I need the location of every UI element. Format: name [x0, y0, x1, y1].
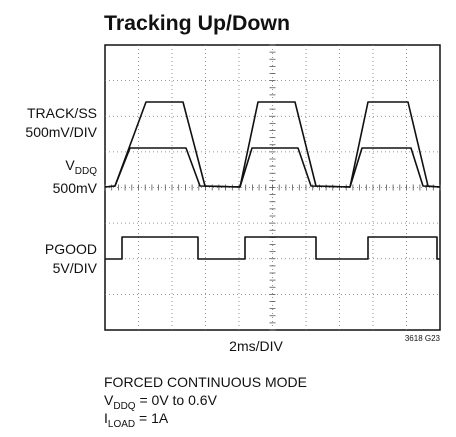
- pgood-label: PGOOD: [45, 241, 97, 257]
- vddq-trace: [104, 147, 441, 188]
- waveforms: [104, 101, 441, 260]
- vddq-note-text: = 0V to 0.6V: [136, 392, 218, 408]
- load-note-sub: LOAD: [108, 419, 135, 430]
- grid-lines: [104, 44, 441, 331]
- track-label: TRACK/SS: [27, 105, 97, 121]
- pgood-trace: [105, 236, 440, 260]
- vddq-note-sub: DDQ: [113, 401, 135, 412]
- notes: FORCED CONTINUOUS MODE VDDQ = 0V to 0.6V…: [104, 374, 307, 430]
- load-note: ILOAD = 1A: [104, 410, 169, 430]
- vddq-note: VDDQ = 0V to 0.6V: [104, 392, 218, 412]
- time-scale: 2ms/DIV: [229, 338, 283, 354]
- title: Tracking Up/Down: [104, 12, 290, 35]
- vddq-label: VDDQ: [65, 157, 97, 177]
- load-note-text: = 1A: [135, 410, 169, 426]
- mode-note: FORCED CONTINUOUS MODE: [104, 374, 307, 390]
- vddq-name: V: [65, 157, 75, 173]
- figure-id: 3618 G23: [405, 334, 441, 343]
- load-note-name: I: [104, 410, 108, 426]
- vddq-sub: DDQ: [75, 166, 97, 177]
- pgood-scale: 5V/DIV: [53, 260, 98, 276]
- track-scale: 500mV/DIV: [25, 124, 97, 140]
- vddq-scale: 500mV: [53, 180, 98, 196]
- vddq-note-name: V: [104, 392, 114, 408]
- channel-labels: TRACK/SS 500mV/DIV VDDQ 500mV PGOOD 5V/D…: [25, 105, 97, 276]
- scope-grid: [104, 44, 441, 331]
- track-ss-trace: [104, 101, 441, 188]
